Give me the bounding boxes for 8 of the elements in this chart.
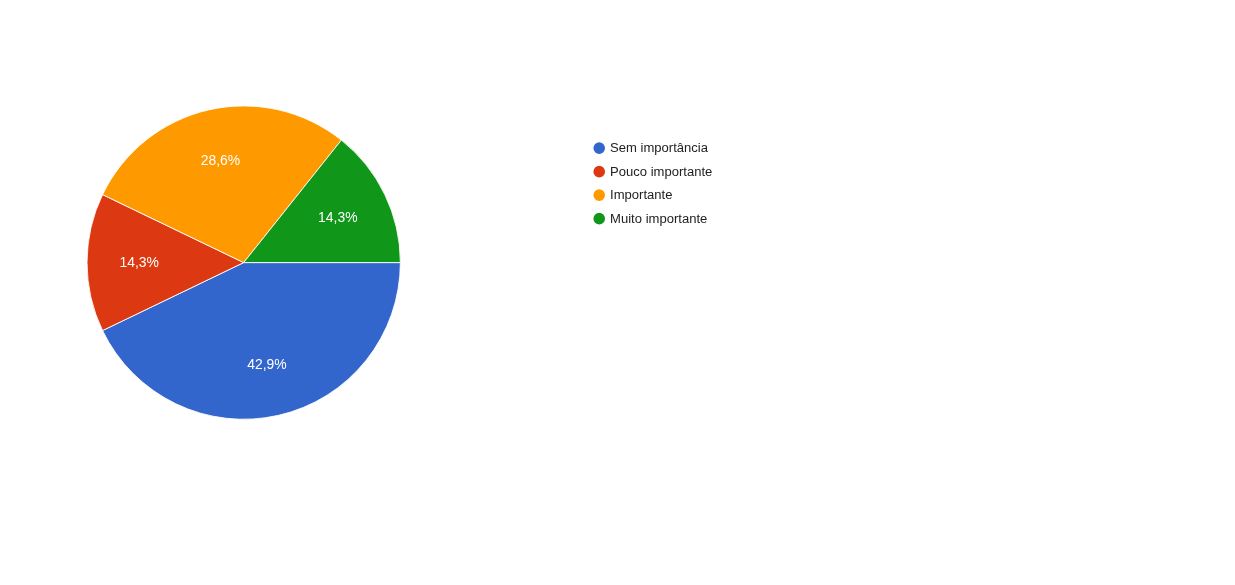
legend-label: Muito importante [610,210,708,226]
legend-label: Pouco importante [610,164,713,179]
data-label: 42,9% [247,355,287,372]
data-label: 14,3% [119,253,159,270]
legend-label: Sem importância [610,140,709,156]
data-label: 14,3% [318,208,358,225]
data-label: 28,6% [200,152,241,169]
legend-label: Importante [610,187,673,203]
